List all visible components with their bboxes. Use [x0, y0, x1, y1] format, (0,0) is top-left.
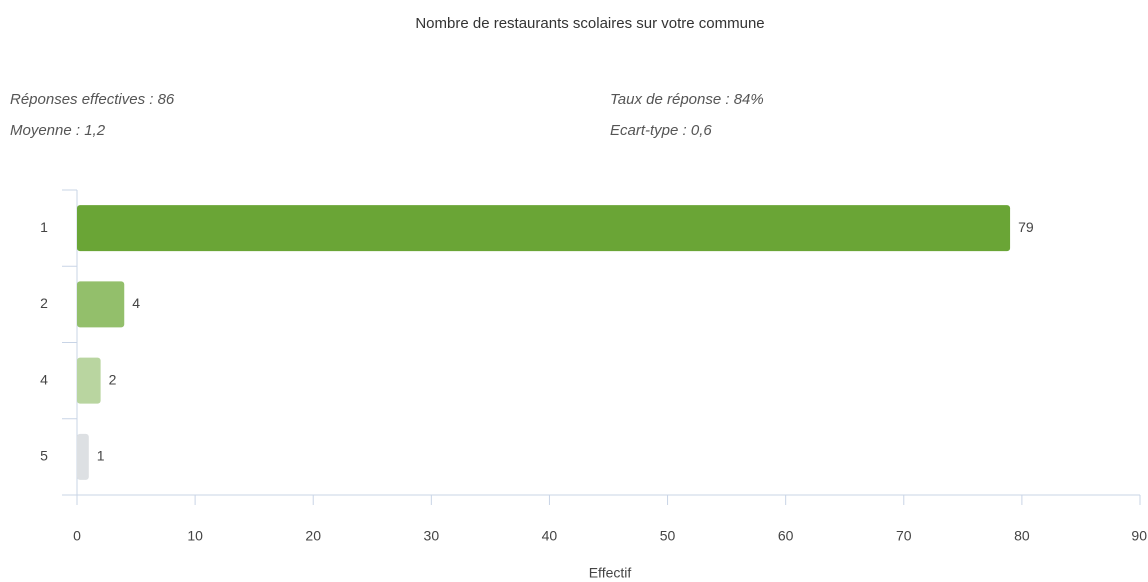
x-axis-title: Effectif	[589, 565, 632, 581]
x-tick-label: 80	[1014, 528, 1030, 544]
x-tick-label: 20	[305, 528, 321, 544]
chart-title: Nombre de restaurants scolaires sur votr…	[415, 15, 764, 32]
y-tick-label: 4	[40, 371, 48, 387]
x-tick-label: 70	[896, 528, 912, 544]
x-tick-label: 0	[73, 528, 81, 544]
bar	[77, 205, 1011, 252]
value-label: 1	[97, 448, 105, 464]
value-label: 79	[1018, 219, 1034, 235]
x-tick-label: 90	[1131, 528, 1147, 544]
bar	[77, 357, 101, 404]
y-tick-label: 5	[40, 448, 48, 464]
x-tick-label: 30	[424, 528, 440, 544]
value-label: 2	[109, 371, 117, 387]
x-tick-label: 60	[778, 528, 794, 544]
stat: Taux de réponse : 84%	[610, 91, 764, 108]
stat: Réponses effectives : 86	[10, 91, 175, 108]
value-label: 4	[132, 295, 140, 311]
x-tick-label: 40	[542, 528, 558, 544]
x-tick-label: 50	[660, 528, 676, 544]
bar	[77, 281, 125, 328]
stat: Ecart-type : 0,6	[610, 122, 712, 139]
x-tick-label: 10	[187, 528, 203, 544]
y-tick-label: 1	[40, 219, 48, 235]
bar	[77, 433, 89, 480]
stat: Moyenne : 1,2	[10, 122, 106, 139]
y-tick-label: 2	[40, 295, 48, 311]
